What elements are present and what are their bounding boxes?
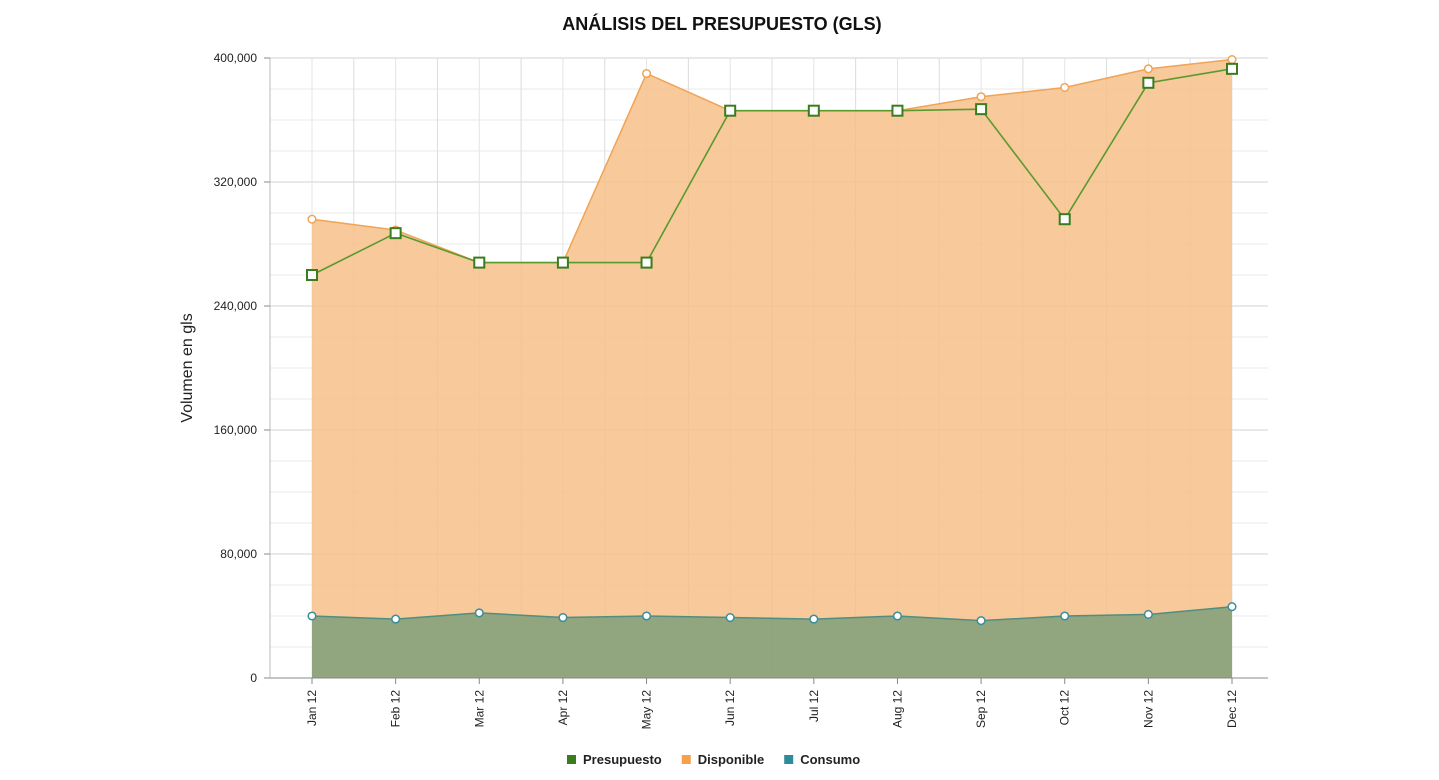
consumo-point xyxy=(391,614,401,624)
presupuesto-point xyxy=(1142,76,1155,89)
y-tick-label: 400,000 xyxy=(214,51,258,65)
tick-labels: 0 80,000 160,000 240,000 320,000 400,000 Jan 1… xyxy=(214,51,1239,729)
x-tick-label: Apr 12 xyxy=(556,690,570,726)
axes xyxy=(264,57,1268,684)
x-tick-label: Mar 12 xyxy=(472,690,486,728)
presupuesto-point xyxy=(1226,62,1238,75)
y-axis-label: Volumen en gls xyxy=(179,313,196,422)
legend: Presupuesto Disponible Consumo xyxy=(567,752,860,767)
consumo-point xyxy=(892,611,903,621)
x-tick-label: May 12 xyxy=(640,690,654,730)
consumo-point xyxy=(1143,609,1153,620)
x-tick-label: Jan 12 xyxy=(305,690,319,726)
area-series xyxy=(312,59,1232,679)
presupuesto-point xyxy=(389,227,402,240)
presupuesto-point xyxy=(975,103,988,116)
consumo-point xyxy=(641,611,652,621)
consumo-point xyxy=(809,614,819,624)
consumo-point xyxy=(474,608,484,618)
x-tick-label: Aug 12 xyxy=(890,690,904,728)
x-tick-label: Dec 12 xyxy=(1225,690,1239,728)
presupuesto-point xyxy=(724,104,737,117)
consumo-point xyxy=(1227,602,1237,612)
x-tick-label: Nov 12 xyxy=(1141,690,1155,728)
y-tick-label: 0 xyxy=(250,671,257,685)
consumo-line xyxy=(311,605,1233,622)
disponible-point xyxy=(976,92,986,102)
y-tick-label: 240,000 xyxy=(214,299,258,313)
disponible-point xyxy=(307,214,317,224)
x-tick-label: Jul 12 xyxy=(807,690,821,722)
disponible-area xyxy=(312,59,1232,679)
consumo-point xyxy=(1060,611,1070,621)
legend-label: Presupuesto xyxy=(583,752,662,767)
x-tick-label: Sep 12 xyxy=(974,690,988,728)
legend-swatch xyxy=(784,755,794,764)
x-tick-label: Oct 12 xyxy=(1058,690,1072,726)
x-tick-label: Feb 12 xyxy=(389,690,403,728)
consumo-point xyxy=(558,613,568,623)
disponible-point xyxy=(1143,64,1153,74)
presupuesto-point xyxy=(891,104,904,117)
presupuesto-point xyxy=(1058,213,1071,226)
y-tick-label: 80,000 xyxy=(220,547,257,561)
legend-swatch xyxy=(567,755,576,764)
presupuesto-point xyxy=(306,269,318,281)
presupuesto-point xyxy=(640,256,653,269)
consumo-point xyxy=(976,616,986,626)
line-series xyxy=(311,58,1233,622)
disponible-point xyxy=(1060,82,1070,92)
data-markers xyxy=(306,55,1238,626)
presupuesto-line xyxy=(311,68,1233,276)
chart-title: ANÁLISIS DEL PRESUPUESTO (GLS) xyxy=(562,13,881,34)
y-tick-label: 160,000 xyxy=(214,423,258,437)
legend-swatch xyxy=(681,755,691,764)
disponible-point xyxy=(1227,55,1237,65)
consumo-area xyxy=(312,606,1232,678)
presupuesto-point xyxy=(807,104,820,117)
legend-label: Consumo xyxy=(800,752,860,767)
presupuesto-point xyxy=(556,256,569,269)
y-tick-label: 320,000 xyxy=(214,175,258,189)
consumo-point xyxy=(725,613,735,623)
disponible-point xyxy=(641,68,652,79)
legend-label: Disponible xyxy=(698,752,764,767)
x-tick-label: Jun 12 xyxy=(723,690,737,726)
consumo-point xyxy=(307,611,317,621)
presupuesto-point xyxy=(473,256,486,269)
